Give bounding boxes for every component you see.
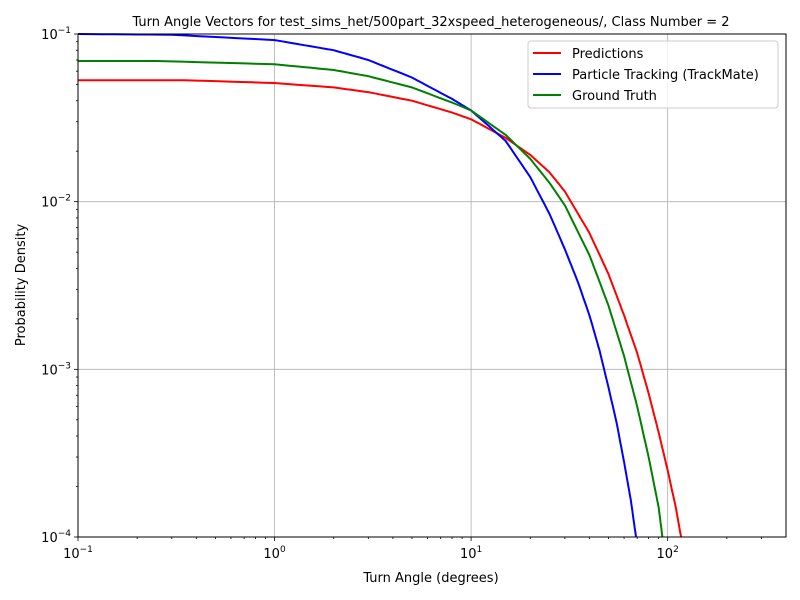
legend-box: [527, 40, 779, 109]
x-tick-label: 102: [657, 545, 679, 562]
x-axis-label: Turn Angle (degrees): [362, 571, 498, 586]
series-line-trackmate: [77, 33, 637, 538]
legend: Predictions Particle Tracking (TrackMate…: [527, 40, 779, 109]
y-axis-label: Probability Density: [14, 224, 29, 347]
x-tick-label: 100: [263, 545, 286, 562]
x-tick-label: 10−1: [63, 545, 93, 562]
x-axis: 10−1 100 101 102: [63, 537, 762, 562]
series-layer: [77, 33, 683, 538]
y-tick-label: 10−3: [41, 361, 71, 378]
series-line-ground-truth: [78, 60, 664, 538]
y-tick-label: 10−1: [41, 26, 71, 43]
y-tick-label: 10−2: [41, 194, 71, 211]
legend-label-ground-truth: Ground Truth: [572, 89, 657, 104]
series-line-predictions: [78, 79, 683, 538]
x-tick-label: 101: [460, 545, 482, 562]
plot-frame: [77, 33, 787, 538]
y-axis: 10−4 10−3 10−2 10−1: [41, 26, 78, 546]
legend-label-trackmate: Particle Tracking (TrackMate): [572, 68, 759, 83]
y-tick-label: 10−4: [41, 529, 71, 546]
chart-title: Turn Angle Vectors for test_sims_het/500…: [131, 15, 729, 30]
legend-label-predictions: Predictions: [572, 47, 644, 62]
